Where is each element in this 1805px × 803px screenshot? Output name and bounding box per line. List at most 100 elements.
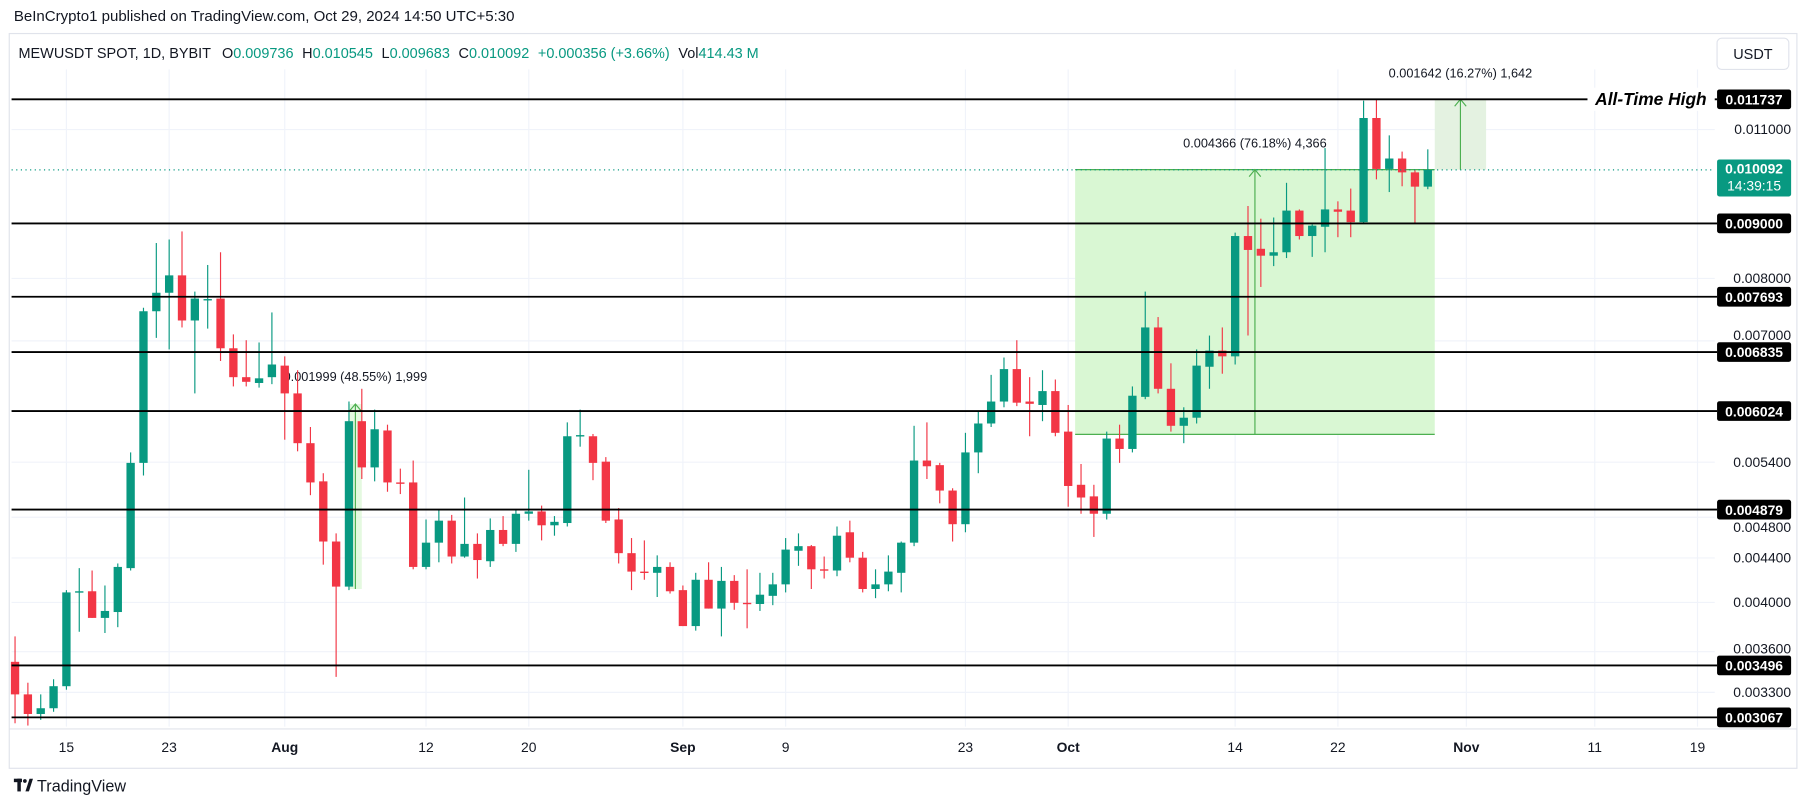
candle-body[interactable] — [1346, 210, 1355, 223]
candle-body[interactable] — [10, 661, 20, 695]
candle-body[interactable] — [807, 546, 816, 570]
candle-body[interactable] — [370, 429, 379, 468]
candle-body[interactable] — [884, 571, 893, 585]
candle-up[interactable] — [909, 425, 919, 547]
candle-down[interactable] — [409, 460, 418, 570]
candle-up[interactable] — [421, 519, 431, 570]
candle-down[interactable] — [1153, 317, 1163, 394]
candle-body[interactable] — [498, 529, 508, 544]
candle-down[interactable] — [742, 569, 752, 629]
candle-up[interactable] — [524, 469, 533, 521]
tradingview-logo[interactable]: TradingView — [13, 777, 127, 795]
candle-body[interactable] — [357, 421, 366, 468]
candle-body[interactable] — [1076, 484, 1086, 498]
candle-body[interactable] — [486, 529, 495, 562]
candle-down[interactable] — [1243, 205, 1253, 336]
candle-body[interactable] — [139, 311, 148, 463]
candle-body[interactable] — [1243, 236, 1253, 250]
candle-down[interactable] — [1397, 151, 1407, 187]
candle-up[interactable] — [511, 510, 521, 552]
candle-down[interactable] — [1218, 327, 1227, 374]
candle-up[interactable] — [100, 585, 110, 634]
candle-body[interactable] — [177, 275, 187, 321]
candle-up[interactable] — [1230, 232, 1240, 365]
candle-body[interactable] — [344, 421, 354, 587]
candle-body[interactable] — [691, 579, 700, 627]
candlestick-series[interactable] — [10, 99, 1432, 726]
candle-up[interactable] — [974, 410, 983, 474]
candle-body[interactable] — [409, 482, 418, 567]
candle-up[interactable] — [1141, 291, 1150, 400]
candle-up[interactable] — [986, 374, 996, 428]
candle-up[interactable] — [1423, 149, 1432, 190]
candle-body[interactable] — [100, 610, 110, 618]
candle-down[interactable] — [1025, 377, 1034, 437]
candle-up[interactable] — [267, 312, 277, 385]
candle-down[interactable] — [678, 585, 688, 627]
candle-body[interactable] — [242, 377, 251, 382]
candle-body[interactable] — [614, 519, 623, 554]
candle-up[interactable] — [1179, 407, 1188, 444]
candle-down[interactable] — [1089, 484, 1099, 537]
price-range-measure[interactable]: 0.004366 (76.18%) 4,366 — [1075, 136, 1435, 435]
horizontal-levels[interactable] — [11, 98, 1718, 719]
price-axis[interactable]: 0.011000 0.008000 0.007000 0.005400 0.004800… — [1733, 121, 1791, 700]
candle-body[interactable] — [434, 520, 444, 543]
candle-body[interactable] — [1102, 438, 1111, 514]
currency-button-label[interactable]: USDT — [1733, 47, 1773, 63]
price-range-measure[interactable]: 0.001642 (16.27%) 1,642 — [1389, 65, 1533, 170]
candle-up[interactable] — [434, 510, 444, 563]
candle-up[interactable] — [1359, 100, 1368, 224]
candle-down[interactable] — [665, 562, 675, 594]
candle-body[interactable] — [460, 543, 469, 557]
candle-body[interactable] — [280, 365, 289, 394]
candle-body[interactable] — [1038, 391, 1047, 405]
candle-down[interactable] — [447, 514, 456, 564]
candle-body[interactable] — [563, 436, 572, 524]
candle-body[interactable] — [1192, 365, 1201, 418]
candle-down[interactable] — [1346, 188, 1355, 238]
candle-up[interactable] — [884, 555, 893, 592]
candle-body[interactable] — [1333, 209, 1343, 212]
candle-up[interactable] — [768, 572, 777, 606]
candle-body[interactable] — [922, 460, 932, 467]
candle-down[interactable] — [1372, 99, 1381, 180]
candle-down[interactable] — [383, 424, 392, 492]
candle-body[interactable] — [524, 511, 533, 514]
candle-up[interactable] — [75, 568, 84, 632]
candle-down[interactable] — [177, 231, 187, 328]
candle-up[interactable] — [49, 679, 58, 712]
candle-down[interactable] — [627, 538, 636, 591]
candle-down[interactable] — [242, 340, 251, 387]
candle-body[interactable] — [742, 602, 752, 605]
candle-body[interactable] — [665, 566, 675, 592]
candle-down[interactable] — [1064, 404, 1073, 507]
candle-down[interactable] — [537, 505, 546, 541]
candle-body[interactable] — [49, 686, 58, 709]
candle-up[interactable] — [717, 566, 726, 637]
candle-down[interactable] — [306, 427, 315, 496]
candle-up[interactable] — [897, 541, 906, 593]
candle-down[interactable] — [935, 462, 944, 504]
candle-body[interactable] — [575, 435, 585, 437]
candle-up[interactable] — [550, 516, 559, 536]
candle-up[interactable] — [1269, 217, 1278, 267]
candle-body[interactable] — [113, 566, 122, 613]
candle-up[interactable] — [755, 572, 765, 611]
candle-body[interactable] — [550, 521, 559, 526]
candle-body[interactable] — [331, 541, 341, 587]
candle-down[interactable] — [1076, 464, 1086, 514]
candle-body[interactable] — [627, 553, 636, 572]
candle-body[interactable] — [1218, 350, 1227, 357]
candle-body[interactable] — [961, 452, 970, 525]
candle-down[interactable] — [498, 516, 508, 547]
candle-down[interactable] — [588, 433, 598, 481]
candle-body[interactable] — [1385, 158, 1394, 169]
candle-body[interactable] — [36, 708, 45, 714]
candle-body[interactable] — [473, 543, 482, 561]
candle-body[interactable] — [1205, 350, 1214, 367]
candle-body[interactable] — [755, 594, 765, 604]
candle-up[interactable] — [653, 555, 662, 598]
candle-body[interactable] — [1141, 327, 1150, 397]
candle-body[interactable] — [1372, 118, 1381, 169]
